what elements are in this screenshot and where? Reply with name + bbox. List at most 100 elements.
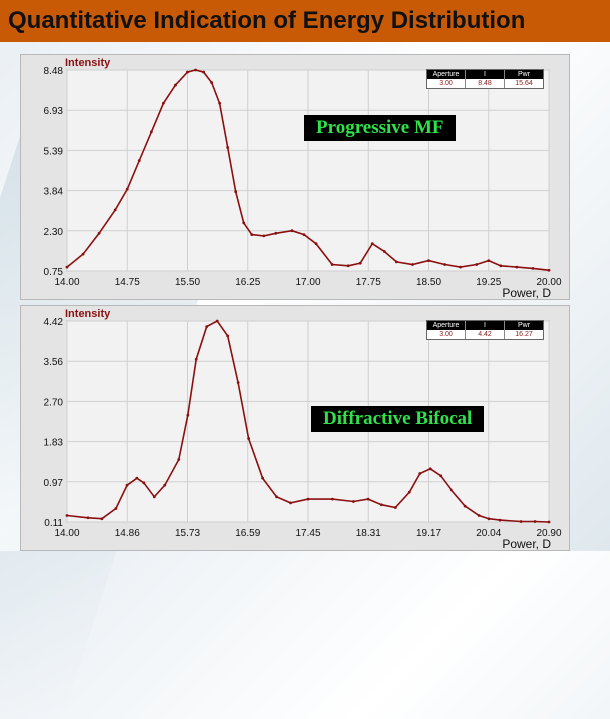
data-point — [250, 233, 254, 236]
data-point — [114, 507, 118, 510]
data-point — [330, 263, 334, 266]
data-point — [290, 229, 294, 233]
data-point — [427, 259, 430, 262]
data-point — [113, 208, 117, 212]
y-tick-label: 8.48 — [44, 66, 64, 77]
info-table: Aperture I Pwr 3.00 4.42 16.27 — [426, 320, 544, 340]
data-point — [65, 514, 69, 517]
x-tick-label: 20.90 — [536, 528, 561, 539]
x-tick-label: 20.04 — [476, 528, 501, 539]
x-tick-label: 14.00 — [54, 277, 79, 288]
data-point — [149, 130, 153, 134]
data-point — [499, 264, 503, 268]
chart-panel-diffractive: 14.00 14.86 15.73 16.59 17.45 18.31 19.17 20.04… — [20, 305, 570, 551]
y-tick-label: 3.56 — [44, 357, 64, 368]
data-point — [205, 325, 209, 328]
y-axis-label: Intensity — [65, 308, 111, 320]
data-point — [215, 319, 219, 323]
data-point — [418, 472, 422, 475]
data-point — [65, 265, 69, 269]
y-tick-label: 5.39 — [44, 146, 64, 157]
x-tick-label: 14.00 — [54, 528, 79, 539]
x-tick-label: 14.86 — [115, 528, 140, 539]
data-point — [428, 467, 432, 471]
series-line — [66, 319, 550, 523]
data-point — [463, 504, 467, 508]
data-point — [370, 242, 374, 246]
info-header-aperture: Aperture — [427, 321, 466, 330]
data-point — [289, 501, 292, 505]
data-point — [163, 483, 167, 487]
data-point — [247, 437, 251, 440]
data-point — [306, 497, 310, 501]
data-point — [218, 101, 222, 105]
data-point — [97, 231, 101, 235]
data-point — [366, 497, 370, 501]
y-axis-label: Intensity — [65, 57, 111, 69]
chart-svg-progressive: 14.00 14.75 15.50 16.25 17.00 17.75 18.50 19.25… — [44, 57, 562, 299]
data-point — [475, 263, 479, 266]
data-point — [142, 481, 146, 485]
y-tick-label: 2.30 — [44, 227, 64, 238]
chart-panel-progressive: 14.00 14.75 15.50 16.25 17.00 17.75 18.50 19.25… — [20, 54, 570, 300]
x-tick-label: 17.00 — [295, 277, 320, 288]
data-point — [177, 458, 181, 461]
data-point — [234, 190, 238, 194]
data-point — [186, 70, 189, 74]
info-table: Aperture I Pwr 3.00 8.48 15.64 — [426, 69, 544, 89]
x-tick-label: 17.75 — [356, 277, 381, 288]
y-tick-label: 2.70 — [44, 397, 64, 408]
y-tick-label: 6.93 — [44, 106, 64, 117]
data-point — [443, 263, 446, 266]
data-point — [393, 506, 397, 509]
data-point — [379, 503, 383, 507]
x-tick-label: 20.00 — [536, 277, 561, 288]
data-point — [439, 474, 443, 478]
data-point — [194, 68, 197, 72]
info-value-power: 15.64 — [515, 80, 533, 87]
data-point — [275, 495, 278, 499]
data-point — [210, 81, 214, 84]
chart-svg-diffractive: 14.00 14.86 15.73 16.59 17.45 18.31 19.17 20.04… — [44, 308, 562, 550]
x-tick-label: 15.73 — [175, 528, 200, 539]
data-point — [174, 83, 177, 87]
data-point — [547, 268, 551, 272]
x-axis-label: Power, D — [502, 286, 551, 299]
x-tick-label: 16.59 — [235, 528, 260, 539]
info-value-power: 16.27 — [515, 331, 533, 338]
info-header-aperture: Aperture — [427, 70, 466, 79]
data-point — [125, 187, 129, 191]
y-tick-label: 0.75 — [44, 267, 64, 278]
data-point — [242, 221, 246, 225]
data-point — [226, 334, 230, 338]
data-point — [125, 483, 129, 487]
data-point — [202, 70, 205, 74]
y-tick-label: 0.97 — [44, 478, 64, 489]
y-tick-label: 4.42 — [44, 317, 64, 328]
data-point — [382, 250, 386, 253]
x-tick-label: 14.75 — [115, 277, 140, 288]
data-point — [459, 265, 463, 269]
x-axis-label: Power, D — [502, 537, 551, 550]
x-tick-label: 17.45 — [295, 528, 320, 539]
data-point — [346, 264, 350, 268]
data-point — [411, 263, 414, 266]
info-value-intensity: 8.48 — [466, 79, 505, 88]
data-point — [302, 233, 306, 236]
data-point — [236, 381, 240, 384]
data-point — [135, 476, 139, 480]
data-point — [407, 490, 411, 494]
x-tick-label: 18.50 — [416, 277, 441, 288]
data-point — [86, 516, 90, 520]
data-point — [487, 517, 491, 521]
page-title: Quantitative Indication of Energy Distri… — [0, 0, 610, 42]
data-point — [487, 259, 491, 262]
chart-annotation: Diffractive Bifocal — [311, 406, 485, 432]
x-tick-label: 19.25 — [476, 277, 501, 288]
data-point — [81, 252, 85, 256]
data-point — [314, 242, 318, 246]
data-point — [515, 265, 519, 269]
data-point — [331, 497, 334, 501]
x-tick-label: 15.50 — [175, 277, 200, 288]
data-point — [352, 500, 355, 503]
